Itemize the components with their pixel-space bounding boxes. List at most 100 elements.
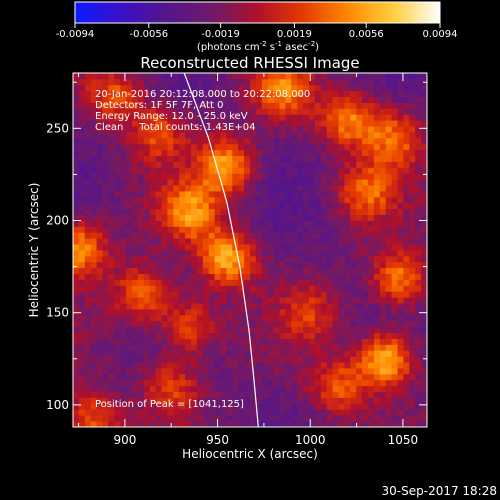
heatmap-cell	[291, 149, 298, 156]
heatmap-cell	[379, 149, 387, 156]
heatmap-cell	[226, 421, 233, 427]
heatmap-cell	[84, 415, 92, 422]
heatmap-cell	[385, 379, 392, 387]
heatmap-cell	[415, 114, 422, 121]
heatmap-cell	[220, 320, 227, 328]
heatmap-cell	[202, 303, 210, 310]
heatmap-cell	[143, 314, 151, 322]
heatmap-cell	[149, 409, 156, 416]
heatmap-cell	[232, 126, 239, 133]
heatmap-cell	[226, 96, 233, 103]
heatmap-cell	[73, 421, 80, 427]
heatmap-cell	[202, 391, 210, 398]
heatmap-cell	[196, 261, 204, 269]
heatmap-cell	[309, 120, 316, 127]
heatmap-cell	[143, 179, 151, 186]
heatmap-cell	[338, 314, 345, 322]
heatmap-cell	[279, 421, 286, 427]
heatmap-cell	[332, 84, 339, 92]
heatmap-cell	[291, 415, 298, 422]
heatmap-cell	[73, 309, 80, 316]
heatmap-cell	[320, 167, 328, 174]
heatmap-cell	[403, 362, 410, 369]
heatmap-cell	[149, 314, 156, 322]
heatmap-cell	[368, 126, 375, 133]
heatmap-cell	[356, 220, 363, 227]
heatmap-cell	[391, 185, 398, 192]
heatmap-cell	[373, 397, 381, 404]
heatmap-cell	[96, 332, 103, 339]
heatmap-cell	[132, 397, 139, 404]
heatmap-cell	[285, 314, 292, 322]
heatmap-cell	[108, 73, 115, 80]
heatmap-cell	[379, 344, 387, 351]
heatmap-cell	[78, 208, 86, 215]
heatmap-cell	[397, 102, 404, 109]
heatmap-cell	[373, 214, 381, 221]
heatmap-cell	[220, 238, 227, 245]
heatmap-cell	[338, 297, 345, 304]
heatmap-cell	[185, 102, 192, 109]
heatmap-cell	[232, 143, 239, 151]
heatmap-cell	[332, 167, 339, 174]
heatmap-cell	[332, 303, 339, 310]
heatmap-cell	[161, 273, 168, 280]
heatmap-cell	[90, 78, 97, 86]
heatmap-cell	[137, 273, 145, 280]
heatmap-cell	[108, 255, 115, 263]
heatmap-cell	[173, 314, 180, 322]
heatmap-cell	[326, 191, 333, 198]
heatmap-cell	[137, 415, 145, 422]
heatmap-cell	[391, 84, 398, 92]
heatmap-cell	[96, 385, 103, 392]
heatmap-cell	[232, 303, 239, 310]
heatmap-cell	[78, 90, 86, 97]
heatmap-cell	[285, 332, 292, 339]
heatmap-cell	[173, 73, 180, 80]
heatmap-cell	[332, 285, 339, 292]
heatmap-cell	[379, 114, 387, 121]
heatmap-cell	[314, 320, 322, 328]
heatmap-cell	[120, 421, 127, 427]
heatmap-cell	[96, 179, 103, 186]
heatmap-cell	[220, 90, 227, 97]
heatmap-cell	[102, 137, 109, 145]
heatmap-cell	[149, 285, 156, 292]
heatmap-cell	[314, 303, 322, 310]
heatmap-cell	[326, 73, 333, 80]
heatmap-cell	[314, 373, 322, 381]
heatmap-cell	[255, 279, 263, 286]
heatmap-cell	[415, 161, 422, 168]
heatmap-cell	[303, 226, 310, 233]
heatmap-cell	[208, 291, 215, 298]
heatmap-cell	[273, 78, 280, 86]
heatmap-cell	[191, 279, 198, 286]
heatmap-cell	[208, 120, 215, 127]
heatmap-cell	[120, 90, 127, 97]
heatmap-cell	[143, 149, 151, 156]
heatmap-cell	[108, 344, 115, 351]
heatmap-cell	[344, 149, 351, 156]
heatmap-cell	[90, 332, 97, 339]
heatmap-cell	[90, 368, 97, 375]
heatmap-cell	[90, 255, 97, 263]
heatmap-cell	[179, 149, 186, 156]
heatmap-cell	[102, 244, 109, 251]
heatmap-cell	[255, 267, 263, 274]
heatmap-cell	[391, 391, 398, 398]
heatmap-cell	[96, 196, 103, 204]
heatmap-cell	[309, 78, 316, 86]
heatmap-cell	[161, 202, 168, 210]
heatmap-cell	[403, 350, 410, 357]
heatmap-cell	[397, 126, 404, 133]
heatmap-cell	[409, 273, 416, 280]
heatmap-cell	[161, 208, 168, 215]
heatmap-cell	[161, 303, 168, 310]
heatmap-cell	[320, 84, 328, 92]
heatmap-cell	[191, 108, 198, 115]
heatmap-cell	[185, 255, 192, 263]
heatmap-cell	[356, 96, 363, 103]
heatmap-cell	[250, 173, 257, 180]
heatmap-cell	[421, 326, 427, 333]
heatmap-cell	[96, 232, 103, 239]
